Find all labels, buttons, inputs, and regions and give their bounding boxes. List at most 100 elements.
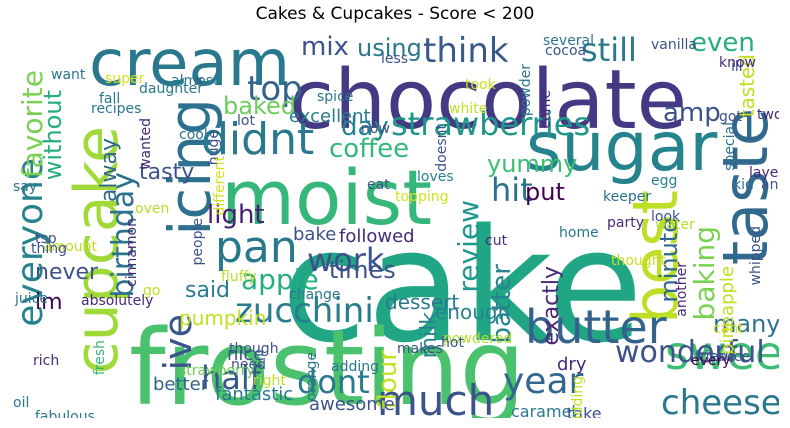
cloud-word: two (757, 107, 779, 123)
cloud-word: pan (215, 222, 298, 273)
cloud-word: ill (731, 59, 743, 75)
cloud-word: im (35, 290, 63, 315)
cloud-word: tasty (139, 160, 195, 185)
cloud-word: light (207, 200, 265, 230)
cloud-word: eat (367, 177, 390, 193)
cloud-word: zucchini (235, 291, 374, 331)
cloud-word: said (185, 278, 231, 303)
cloud-word: cocoa (545, 43, 587, 59)
cloud-word: caramel (511, 402, 576, 419)
cloud-word: dry (557, 354, 587, 375)
cloud-word: layer (749, 165, 779, 181)
cloud-word: frosting (129, 307, 526, 418)
cloud-word: enough (435, 300, 511, 324)
cloud-word: cream (89, 30, 291, 101)
cloud-word: amp (663, 98, 721, 128)
cloud-word: nice (227, 344, 265, 365)
cloud-word: every (691, 353, 731, 369)
cloud-word: using (357, 34, 422, 62)
cloud-word: pineapple (717, 266, 738, 355)
cloud-word: oil (13, 395, 30, 411)
cloud-word: hot (441, 335, 464, 351)
cloud-word: awesome (309, 394, 395, 415)
cloud-word: fresh (92, 340, 108, 376)
cloud-word: another (674, 262, 690, 317)
cloud-word: cant (713, 321, 744, 337)
cloud-word: review (452, 200, 485, 293)
cloud-word: vanilla (651, 37, 697, 53)
cloud-word: party (607, 215, 644, 231)
cloud-word: even (691, 30, 755, 58)
chart-title: Cakes & Cupcakes - Score < 200 (255, 4, 535, 24)
cloud-word: keeper (603, 189, 652, 205)
cloud-word: whipped (748, 226, 764, 286)
cloud-word: powdered (443, 331, 513, 347)
cloud-word: now (361, 121, 390, 137)
cloud-word: moist (221, 153, 433, 242)
cloud-word: cinnamon (124, 218, 140, 287)
cloud-word: white (449, 101, 488, 117)
cloud-word: lot (237, 113, 255, 129)
cloud-word: still (581, 31, 637, 69)
cloud-word: makes (397, 341, 443, 357)
cloud-word: pumpkin (179, 306, 267, 330)
cloud-word: excellent (289, 106, 371, 127)
cloud-word: go (143, 283, 161, 299)
cloud-word: want (51, 67, 86, 83)
cloud-word: egg (651, 173, 678, 189)
cloud-word: butter (525, 300, 667, 354)
cloud-word: spice (317, 89, 354, 105)
cloud-word: water (655, 217, 695, 233)
cloud-word: thing (31, 241, 68, 257)
word-cloud: cake frosting chocolate moist cream sugar cupc… (11, 30, 779, 418)
cloud-word: strawberries (391, 105, 591, 143)
cloud-word: though (229, 341, 279, 357)
cloud-word: oven (135, 201, 170, 217)
cloud-word: day (341, 112, 389, 142)
cloud-word: baked (223, 92, 296, 120)
cloud-word: didnt (201, 114, 315, 165)
cloud-word: cool (179, 127, 208, 143)
cloud-word: many (713, 310, 779, 338)
cloud-word: x (195, 73, 204, 89)
cloud-word: mix (301, 32, 349, 62)
cloud-word: sugar (526, 108, 718, 187)
cloud-word: exactly (539, 266, 564, 346)
cloud-word: got (719, 109, 742, 125)
cloud-word: powder (518, 64, 534, 117)
cloud-word: pudding (570, 376, 586, 418)
cloud-word: look (651, 209, 681, 225)
cloud-word: different (212, 156, 228, 216)
cloud-word: people (190, 218, 206, 266)
cloud-word: home (559, 225, 599, 241)
cloud-word: better (153, 374, 209, 395)
cloud-word: recipes (91, 101, 142, 117)
cloud-word: think (423, 31, 509, 71)
cloud-word: topping (395, 189, 449, 205)
cloud-word: take (567, 404, 602, 419)
cloud-word: sauce (709, 349, 751, 365)
cloud-word: several (543, 33, 595, 49)
cloud-word: anyone (761, 177, 779, 193)
cloud-word: alway (97, 138, 122, 203)
cloud-word: amount (43, 239, 98, 255)
cloud-word: half (201, 359, 262, 397)
cloud-word: change (289, 287, 341, 303)
cloud-word: wonderful (615, 335, 765, 370)
cloud-word: friend (695, 349, 736, 365)
cloud-word: chocolate (289, 53, 688, 148)
cloud-word: followed (339, 226, 415, 247)
cloud-word: dont (297, 363, 370, 401)
cloud-word: kid (733, 177, 754, 193)
cloud-word: say (13, 179, 38, 195)
cloud-word: sweet (665, 326, 779, 380)
cloud-word: know (719, 55, 756, 71)
cloud-word: special (722, 122, 738, 171)
cloud-word: put (525, 178, 565, 206)
cloud-word: times (329, 256, 396, 284)
cloud-word: rich (33, 353, 60, 369)
cloud-word: cheese (661, 383, 779, 418)
cloud-word: daughter (139, 81, 203, 97)
cloud-word: thought (611, 253, 667, 269)
cloud-word: fantastic (215, 384, 294, 405)
